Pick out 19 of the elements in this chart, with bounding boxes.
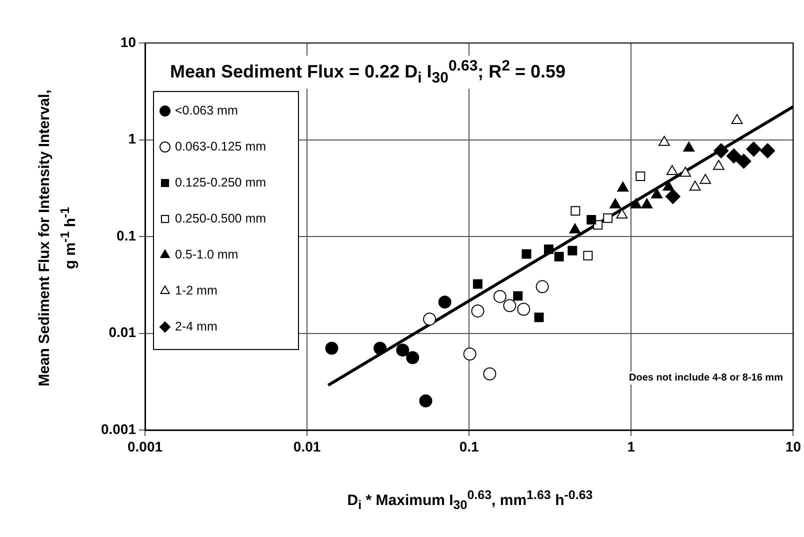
x-tick-label: 0.01 <box>293 438 321 454</box>
y-tick-label: 1 <box>128 130 136 147</box>
legend-label: 0.5-1.0 mm <box>175 247 238 262</box>
y-tick-label: 0.01 <box>108 324 136 340</box>
annotation: Does not include 4-8 or 8-16 mm <box>627 372 785 384</box>
y-tick-label: 0.1 <box>116 227 136 244</box>
y-tick-label: 10 <box>120 34 136 50</box>
legend-label: 1-2 mm <box>175 283 218 298</box>
legend-label: <0.063 mm <box>175 103 238 118</box>
legend-label: 0.063-0.125 mm <box>175 139 266 154</box>
legend-label: 2-4 mm <box>175 319 218 334</box>
x-tick-label: 1 <box>627 438 636 454</box>
x-tick-label: 10 <box>785 438 802 454</box>
y-tick-label: 0.001 <box>100 420 136 437</box>
x-tick-label: 0.1 <box>459 438 480 454</box>
legend-label: 0.125-0.250 mm <box>175 175 266 190</box>
legend-label: 0.250-0.500 mm <box>175 211 266 226</box>
annotation: Mean Sediment Flux = 0.22 D$_{i}$ I$_{30}$$^{0.63}$; R$^{2}$ = 0.59 <box>166 56 570 88</box>
text: D$_{i}$ * Maximum I$_{30}$$^{0.63}$, mm$^{1.63}$ h$^{-0.63}$ <box>347 488 593 512</box>
